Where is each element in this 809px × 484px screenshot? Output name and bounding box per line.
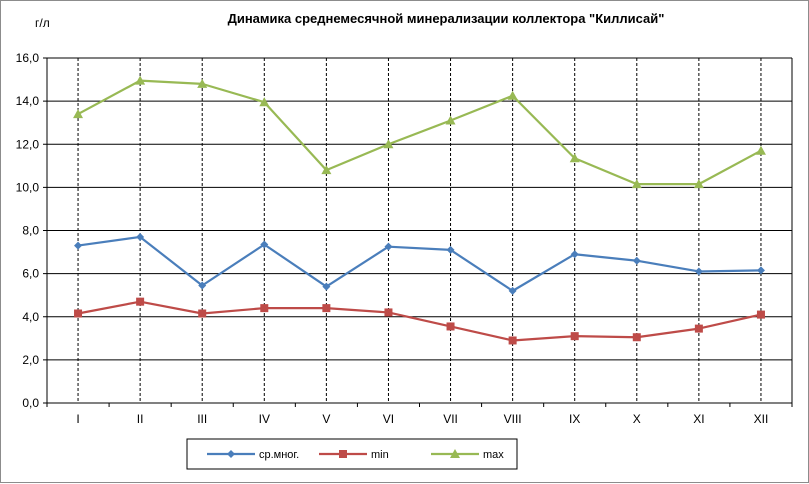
- y-tick-label: 4,0: [22, 310, 39, 324]
- data-point: [383, 139, 394, 149]
- data-point: [694, 324, 703, 333]
- series-triangle: [73, 75, 766, 189]
- data-point: [570, 332, 579, 341]
- legend: ср.мног. min max: [186, 438, 518, 470]
- y-tick-label: 14,0: [16, 94, 40, 108]
- axes: [43, 57, 793, 407]
- x-tick-label: I: [76, 412, 79, 426]
- data-point: [632, 333, 641, 342]
- y-tick-label: 8,0: [22, 224, 39, 238]
- x-tick-label: III: [197, 412, 207, 426]
- data-point: [259, 97, 270, 107]
- y-tick-label: 12,0: [16, 137, 40, 151]
- data-point: [73, 109, 84, 119]
- series-square: [74, 297, 765, 345]
- data-point: [74, 241, 83, 250]
- data-point: [321, 165, 332, 175]
- data-point: [632, 256, 641, 265]
- data-point: [508, 286, 517, 295]
- x-tick-label: VIII: [504, 412, 522, 426]
- legend-marker: [227, 450, 235, 458]
- series-line: [77, 235, 761, 292]
- data-point: [569, 153, 580, 163]
- data-point: [508, 336, 517, 345]
- x-tick-label: X: [633, 412, 641, 426]
- data-point: [570, 250, 579, 259]
- y-axis-unit-label: г/л: [35, 16, 50, 30]
- series-line: [77, 300, 762, 342]
- data-point: [756, 310, 765, 319]
- series-lines: [73, 75, 766, 345]
- legend-label: min: [371, 449, 389, 461]
- data-point: [384, 308, 393, 317]
- data-point: [260, 304, 269, 313]
- y-axis-tick-labels: 0,0 2,0 4,0 6,0 8,0 10,0 12,0 14,0 16,0: [16, 51, 40, 410]
- data-point: [693, 179, 704, 189]
- series-line: [77, 79, 762, 186]
- x-tick-label: II: [137, 412, 144, 426]
- data-point: [445, 115, 456, 125]
- legend-marker: [339, 450, 347, 458]
- x-tick-label: IV: [259, 412, 270, 426]
- y-tick-label: 16,0: [16, 51, 40, 65]
- legend-label: ср.мног.: [259, 449, 299, 461]
- data-point: [756, 266, 765, 275]
- data-point: [198, 281, 207, 290]
- series-diamond: [74, 232, 765, 295]
- x-tick-label: XII: [754, 412, 769, 426]
- chart-title: Динамика среднемесячной минерализации ко…: [228, 11, 665, 26]
- data-point: [135, 75, 146, 85]
- x-tick-label: XI: [693, 412, 704, 426]
- x-axis-tick-labels: I II III IV V VI VII VIII IX X XI XII: [76, 412, 768, 426]
- data-point: [322, 282, 331, 291]
- data-point: [631, 179, 642, 189]
- data-point: [446, 322, 455, 331]
- x-tick-label: V: [322, 412, 330, 426]
- data-point: [322, 304, 331, 313]
- y-tick-label: 10,0: [16, 180, 40, 194]
- data-point: [507, 90, 518, 100]
- data-point: [136, 232, 145, 241]
- data-point: [136, 297, 145, 306]
- x-tick-label: VII: [443, 412, 458, 426]
- legend-marker: [450, 449, 460, 458]
- y-tick-label: 0,0: [22, 396, 39, 410]
- x-tick-label: VI: [383, 412, 394, 426]
- data-point: [384, 242, 393, 251]
- x-tick-label: IX: [569, 412, 580, 426]
- data-point: [260, 240, 269, 249]
- data-point: [694, 267, 703, 276]
- data-point: [74, 309, 83, 318]
- data-point: [446, 245, 455, 254]
- y-tick-label: 6,0: [22, 267, 39, 281]
- legend-label: max: [483, 449, 504, 461]
- data-point: [198, 309, 207, 318]
- data-point: [197, 78, 208, 88]
- data-point: [755, 145, 766, 155]
- y-tick-label: 2,0: [22, 353, 39, 367]
